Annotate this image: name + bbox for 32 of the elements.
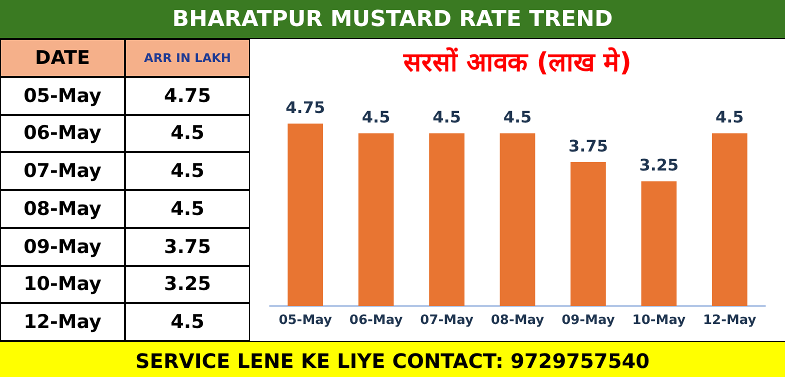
category-label: 05-May	[24, 84, 102, 107]
x-tick-label: 09-May	[562, 313, 616, 328]
category-label: 09-May	[24, 236, 102, 258]
text: 4.75	[164, 84, 211, 107]
chart-subtitle: सरसों आवक (लाख मे)	[402, 47, 632, 78]
x-tick-label: 06-May	[349, 313, 404, 328]
chart-title: BHARATPUR MUSTARD RATE TREND	[0, 0, 785, 39]
text: 4.5	[170, 198, 204, 220]
data-label: 3.25	[639, 156, 679, 175]
data-label: 4.5	[715, 108, 744, 127]
category-label: 07-May	[24, 160, 102, 182]
data-label: 4.5	[503, 108, 532, 127]
category-label: 06-May	[24, 122, 102, 144]
text: DATE	[0, 39, 125, 77]
data-label: 4.5	[432, 108, 461, 127]
x-tick-label: 07-May	[420, 313, 474, 328]
text: SERVICE LENE KE LIYE CONTACT: 9729757540	[0, 341, 785, 377]
data-label: 3.75	[568, 136, 608, 156]
data-label: 4.5	[362, 108, 390, 127]
x-tick-label: 10-May	[632, 313, 686, 328]
text: 3.75	[164, 236, 211, 258]
category-label: 08-May	[24, 198, 102, 220]
text: 4.5	[170, 122, 204, 144]
data-label: 4.75	[286, 98, 326, 118]
text: ARR IN LAKH	[125, 39, 250, 77]
x-tick-label: 12-May	[703, 313, 757, 328]
text: 4.5	[170, 160, 204, 182]
x-tick-label: 05-May	[278, 313, 333, 328]
text: 3.25	[164, 273, 211, 296]
category-label: 10-May	[24, 273, 102, 296]
x-tick-label: 08-May	[490, 313, 545, 328]
text: 4.5	[170, 311, 204, 334]
